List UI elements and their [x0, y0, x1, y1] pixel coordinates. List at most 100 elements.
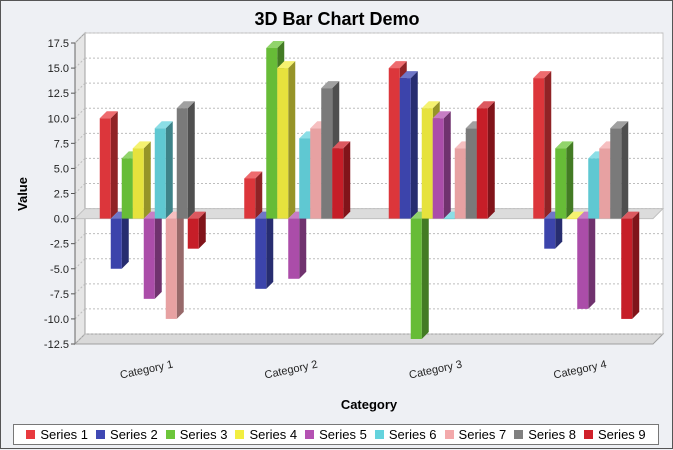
- y-tick-label: -12.5: [44, 339, 69, 351]
- bar-top: [432, 111, 451, 119]
- legend-label: Series 4: [249, 427, 298, 442]
- bar-front: [566, 218, 578, 220]
- bar-front: [421, 108, 433, 219]
- bar-front: [399, 78, 411, 219]
- x-axis-label: Category: [341, 397, 398, 412]
- y-tick-label: -10.0: [44, 314, 69, 326]
- chart-title: 3D Bar Chart Demo: [254, 9, 419, 29]
- bar-top: [176, 101, 195, 109]
- x-tick-label: Category 2: [264, 359, 319, 382]
- bar-top: [277, 61, 296, 69]
- y-tick-label: 0.0: [54, 214, 69, 226]
- y-tick-label: -5.0: [50, 264, 69, 276]
- bar: [332, 141, 351, 219]
- bar: [255, 211, 274, 289]
- bar-front: [465, 128, 477, 219]
- legend-item: Series 2: [96, 427, 158, 442]
- bar: [143, 211, 162, 299]
- legend-swatch: [583, 430, 593, 439]
- legend-item: Series 1: [26, 427, 88, 442]
- legend-swatch: [26, 430, 36, 439]
- legend-item: Series 6: [374, 427, 437, 442]
- bar-top: [332, 141, 351, 149]
- bar-side: [343, 141, 351, 219]
- bar-front: [555, 148, 567, 219]
- bar-front: [299, 138, 311, 219]
- legend-label: Series 2: [110, 427, 158, 442]
- bar-side: [110, 111, 118, 219]
- legend-swatch: [514, 430, 524, 439]
- bar: [187, 211, 206, 249]
- bar-top: [621, 211, 640, 219]
- bar-front: [255, 218, 267, 289]
- legend-label: Series 9: [597, 427, 646, 442]
- bar-front: [143, 218, 155, 299]
- legend-swatch: [374, 430, 384, 439]
- legend-swatch: [305, 430, 315, 439]
- legend-item: Series 5: [305, 427, 367, 442]
- bar: [533, 71, 552, 219]
- bar-front: [132, 148, 144, 219]
- legend-item: Series 9: [583, 427, 646, 442]
- bar: [99, 111, 118, 219]
- bar-top: [388, 61, 407, 69]
- bar-top: [555, 141, 574, 149]
- bar-top: [476, 101, 495, 109]
- bar-side: [566, 141, 574, 219]
- bar-side: [621, 121, 629, 219]
- bar-front: [321, 88, 333, 219]
- bar-top: [154, 121, 173, 129]
- bar-top: [533, 71, 552, 79]
- bar-front: [454, 148, 466, 219]
- legend-label: Series 5: [319, 427, 367, 442]
- bar-top: [187, 211, 206, 219]
- plot-floor: [73, 333, 665, 345]
- bar-front: [544, 218, 556, 249]
- bar-front: [288, 218, 300, 279]
- bar: [132, 141, 151, 219]
- bar: [555, 141, 574, 219]
- y-axis: 17.5 15.0 12.5 10.0 7.5 5.0 2.5 0.0 -2.5 -5.0 -7.5…: [44, 38, 76, 351]
- bar-side: [176, 211, 184, 319]
- bar-top: [421, 101, 440, 109]
- bar: [577, 211, 596, 309]
- bar-side: [288, 61, 296, 219]
- legend-item: Series 7: [444, 427, 506, 442]
- x-tick-label: Category 4: [553, 359, 608, 382]
- bar-side: [255, 171, 263, 219]
- bar-front: [187, 218, 199, 249]
- y-tick-label: 2.5: [54, 189, 69, 201]
- bar-front: [610, 128, 622, 219]
- bar: [288, 211, 307, 279]
- bar: [621, 211, 640, 319]
- bar-top: [266, 41, 285, 49]
- bar-side: [154, 211, 162, 299]
- bar-front: [176, 108, 188, 219]
- legend-item: Series 3: [165, 427, 227, 442]
- x-tick-label: Category 1: [119, 359, 174, 382]
- y-tick-label: 12.5: [48, 88, 69, 100]
- bar-front: [432, 118, 444, 219]
- y-axis-label: Value: [15, 177, 30, 211]
- bar-top: [99, 111, 118, 119]
- bar-front: [110, 218, 122, 269]
- bar-side: [187, 101, 195, 219]
- bar-side: [487, 101, 495, 219]
- bar: [277, 61, 296, 219]
- bar-side: [198, 211, 206, 249]
- bar-side: [632, 211, 640, 319]
- bar-top: [566, 211, 585, 219]
- legend-swatch: [96, 430, 106, 439]
- bar: [154, 121, 173, 219]
- y-tick-label: 5.0: [54, 163, 69, 175]
- bar-front: [332, 148, 344, 219]
- bar-front: [310, 128, 322, 219]
- y-tick-label: 17.5: [48, 38, 69, 50]
- legend-item: Series 8: [514, 427, 576, 442]
- bar-side: [555, 211, 563, 249]
- bar: [165, 211, 184, 319]
- bar-front: [388, 68, 400, 219]
- bar-side: [588, 211, 596, 309]
- bar-front: [533, 78, 545, 219]
- bar: [244, 171, 263, 219]
